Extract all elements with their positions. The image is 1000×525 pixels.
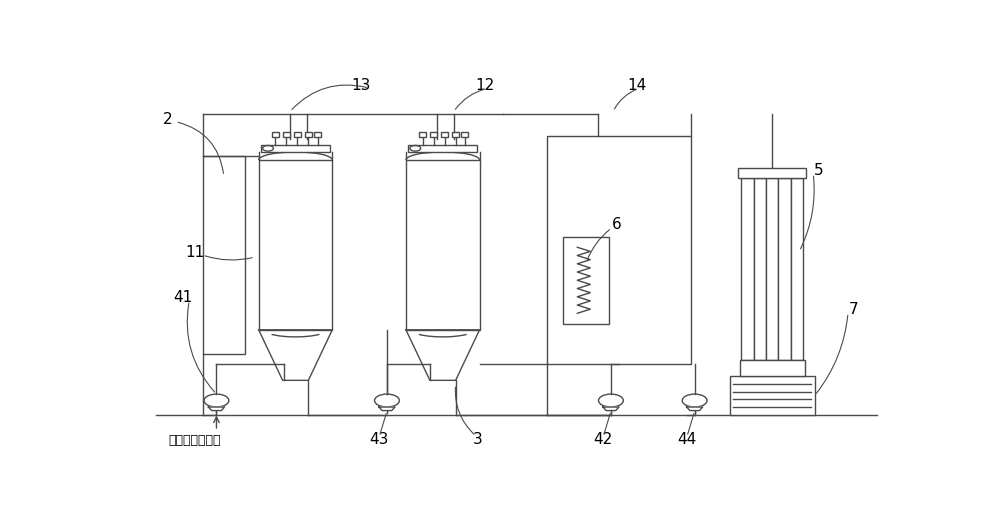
Bar bbox=[294, 132, 301, 136]
Text: 7: 7 bbox=[849, 302, 858, 317]
Bar bbox=[791, 178, 803, 360]
Text: 3: 3 bbox=[473, 432, 482, 447]
Bar bbox=[452, 132, 459, 136]
Bar bbox=[730, 376, 815, 415]
Text: 14: 14 bbox=[627, 78, 646, 93]
Text: 11: 11 bbox=[185, 246, 204, 260]
Bar bbox=[408, 145, 477, 152]
Bar bbox=[261, 145, 330, 152]
Text: 5: 5 bbox=[814, 163, 823, 177]
Bar bbox=[461, 132, 468, 136]
Bar bbox=[419, 132, 426, 136]
Text: 44: 44 bbox=[677, 432, 696, 447]
Bar bbox=[305, 132, 312, 136]
Bar bbox=[314, 132, 321, 136]
Bar bbox=[778, 178, 791, 360]
Text: 41: 41 bbox=[174, 290, 193, 305]
Bar bbox=[441, 132, 448, 136]
Text: 6: 6 bbox=[612, 217, 622, 232]
Bar bbox=[738, 168, 806, 178]
Text: 42: 42 bbox=[594, 432, 613, 447]
Bar bbox=[547, 136, 691, 364]
Bar bbox=[202, 156, 245, 354]
Polygon shape bbox=[687, 407, 703, 411]
Text: 高温硫酸电解液: 高温硫酸电解液 bbox=[168, 435, 221, 447]
Polygon shape bbox=[208, 407, 225, 411]
Bar bbox=[754, 178, 766, 360]
Bar bbox=[272, 132, 279, 136]
Bar bbox=[563, 237, 609, 324]
Bar bbox=[406, 160, 480, 330]
Bar bbox=[259, 160, 332, 330]
Bar bbox=[740, 360, 805, 376]
Text: 13: 13 bbox=[352, 78, 371, 93]
Text: 12: 12 bbox=[476, 78, 495, 93]
Bar bbox=[283, 132, 290, 136]
Bar bbox=[430, 132, 437, 136]
Bar bbox=[766, 178, 778, 360]
Polygon shape bbox=[603, 407, 619, 411]
Polygon shape bbox=[259, 330, 332, 380]
Bar bbox=[741, 178, 754, 360]
Text: 2: 2 bbox=[163, 112, 172, 127]
Polygon shape bbox=[406, 330, 480, 380]
Text: 43: 43 bbox=[370, 432, 389, 447]
Polygon shape bbox=[379, 407, 395, 411]
